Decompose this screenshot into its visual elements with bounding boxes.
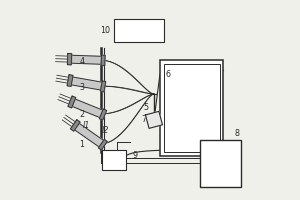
Text: 4: 4 [80, 57, 85, 66]
Text: 1: 1 [80, 140, 85, 149]
Text: l2: l2 [101, 126, 109, 135]
Text: 2: 2 [79, 110, 85, 119]
Polygon shape [70, 120, 80, 131]
Text: 6: 6 [166, 70, 171, 79]
Text: 10: 10 [100, 26, 110, 35]
Text: 9: 9 [132, 151, 137, 160]
Polygon shape [68, 76, 102, 90]
Polygon shape [146, 111, 163, 128]
Polygon shape [101, 55, 105, 66]
Bar [200, 140, 242, 187]
Text: 3: 3 [80, 83, 85, 92]
Bar [164, 64, 220, 152]
Polygon shape [100, 81, 106, 92]
Polygon shape [99, 109, 106, 120]
Bar [160, 60, 224, 156]
Bar [114, 19, 164, 42]
Polygon shape [68, 96, 76, 108]
Text: l1: l1 [82, 121, 90, 130]
Text: 7: 7 [141, 115, 146, 124]
Text: 8: 8 [234, 129, 239, 138]
Polygon shape [67, 75, 73, 86]
Polygon shape [68, 54, 72, 65]
Polygon shape [71, 121, 103, 147]
Polygon shape [68, 55, 101, 64]
Text: 5: 5 [143, 103, 148, 112]
Bar [102, 150, 126, 170]
Polygon shape [98, 139, 107, 150]
Polygon shape [68, 98, 103, 118]
